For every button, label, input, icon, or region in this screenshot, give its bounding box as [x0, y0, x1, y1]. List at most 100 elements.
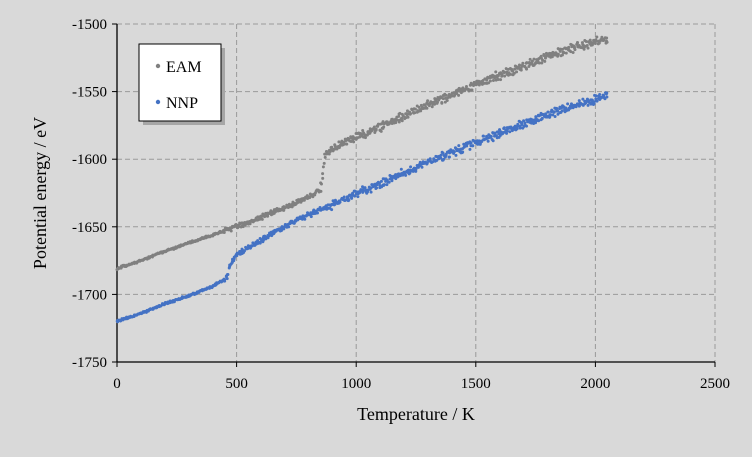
- data-point: [555, 106, 559, 110]
- data-point: [442, 157, 446, 161]
- data-point: [439, 156, 443, 160]
- axes: [112, 23, 716, 367]
- data-point: [394, 121, 398, 125]
- data-point: [266, 214, 270, 218]
- data-point: [226, 272, 230, 276]
- data-point: [430, 105, 434, 109]
- data-point: [454, 153, 458, 157]
- data-point: [460, 151, 464, 155]
- data-point: [447, 155, 451, 159]
- data-point: [260, 217, 264, 221]
- data-point: [325, 150, 329, 154]
- data-point: [577, 104, 581, 108]
- data-point: [237, 225, 241, 229]
- data-point: [546, 110, 550, 114]
- data-point: [575, 41, 579, 45]
- data-point: [491, 78, 495, 82]
- data-point: [439, 153, 443, 157]
- data-point: [573, 48, 577, 52]
- data-point: [471, 144, 475, 148]
- data-point: [605, 36, 609, 40]
- data-point: [452, 150, 456, 154]
- data-point: [540, 61, 544, 65]
- data-point: [603, 96, 607, 100]
- data-point: [577, 99, 581, 103]
- data-point: [511, 69, 515, 73]
- data-point: [538, 61, 542, 65]
- data-point: [508, 130, 512, 134]
- data-point: [585, 44, 589, 48]
- data-point: [469, 141, 473, 145]
- x-tick-label: 2000: [580, 376, 610, 392]
- data-point: [523, 121, 527, 125]
- data-point: [342, 143, 346, 147]
- data-point: [441, 97, 445, 101]
- data-point: [445, 98, 449, 102]
- data-point: [520, 123, 524, 127]
- data-point: [505, 131, 509, 135]
- legend-label-eam: EAM: [166, 59, 202, 76]
- data-point: [493, 132, 497, 136]
- data-point: [462, 142, 466, 146]
- data-point: [292, 221, 296, 225]
- data-point: [345, 142, 349, 146]
- data-point: [408, 171, 412, 175]
- legend-box: [138, 43, 222, 122]
- data-point: [342, 195, 346, 199]
- data-point: [469, 81, 473, 85]
- y-tick-label: -1550: [72, 85, 107, 101]
- data-point: [502, 70, 506, 74]
- data-point: [258, 241, 262, 245]
- data-point: [319, 182, 323, 186]
- data-point: [598, 92, 602, 96]
- data-point: [519, 68, 523, 72]
- data-point: [321, 176, 325, 180]
- data-point: [352, 140, 356, 144]
- data-point: [487, 81, 491, 85]
- data-point: [425, 106, 429, 110]
- data-point: [302, 216, 306, 220]
- data-point: [548, 113, 552, 117]
- legend-label-nnp: NNP: [166, 95, 198, 112]
- data-point: [530, 59, 534, 63]
- data-point: [552, 110, 556, 114]
- data-point: [444, 154, 448, 158]
- data-point: [515, 70, 519, 74]
- data-point: [481, 134, 485, 138]
- data-point: [311, 195, 315, 199]
- data-point: [379, 179, 383, 183]
- data-point: [500, 73, 504, 77]
- data-point: [315, 211, 319, 215]
- data-point: [581, 97, 585, 101]
- data-point: [358, 190, 362, 194]
- data-point: [248, 222, 252, 226]
- data-point: [382, 183, 386, 187]
- data-point: [571, 50, 575, 54]
- data-point: [505, 129, 509, 133]
- data-point: [540, 116, 544, 120]
- data-point: [287, 225, 291, 229]
- data-point: [455, 91, 459, 95]
- x-tick-label: 500: [225, 376, 248, 392]
- data-point: [369, 190, 373, 194]
- x-tick-label: 0: [113, 376, 121, 392]
- data-point: [372, 125, 376, 129]
- y-tick-label: -1700: [72, 287, 107, 303]
- data-point: [562, 51, 566, 55]
- data-point: [516, 125, 520, 129]
- data-point: [457, 144, 461, 148]
- y-tick-label: -1650: [72, 220, 107, 236]
- data-point: [425, 162, 429, 166]
- data-point: [525, 67, 529, 71]
- data-point: [338, 200, 342, 204]
- data-point: [399, 167, 403, 171]
- data-point: [586, 103, 590, 107]
- x-tick-label: 2500: [700, 376, 730, 392]
- y-tick-label: -1600: [72, 152, 107, 168]
- data-point: [323, 155, 327, 159]
- data-point: [351, 191, 355, 195]
- data-point: [491, 139, 495, 143]
- data-point: [569, 50, 573, 54]
- data-point: [379, 129, 383, 133]
